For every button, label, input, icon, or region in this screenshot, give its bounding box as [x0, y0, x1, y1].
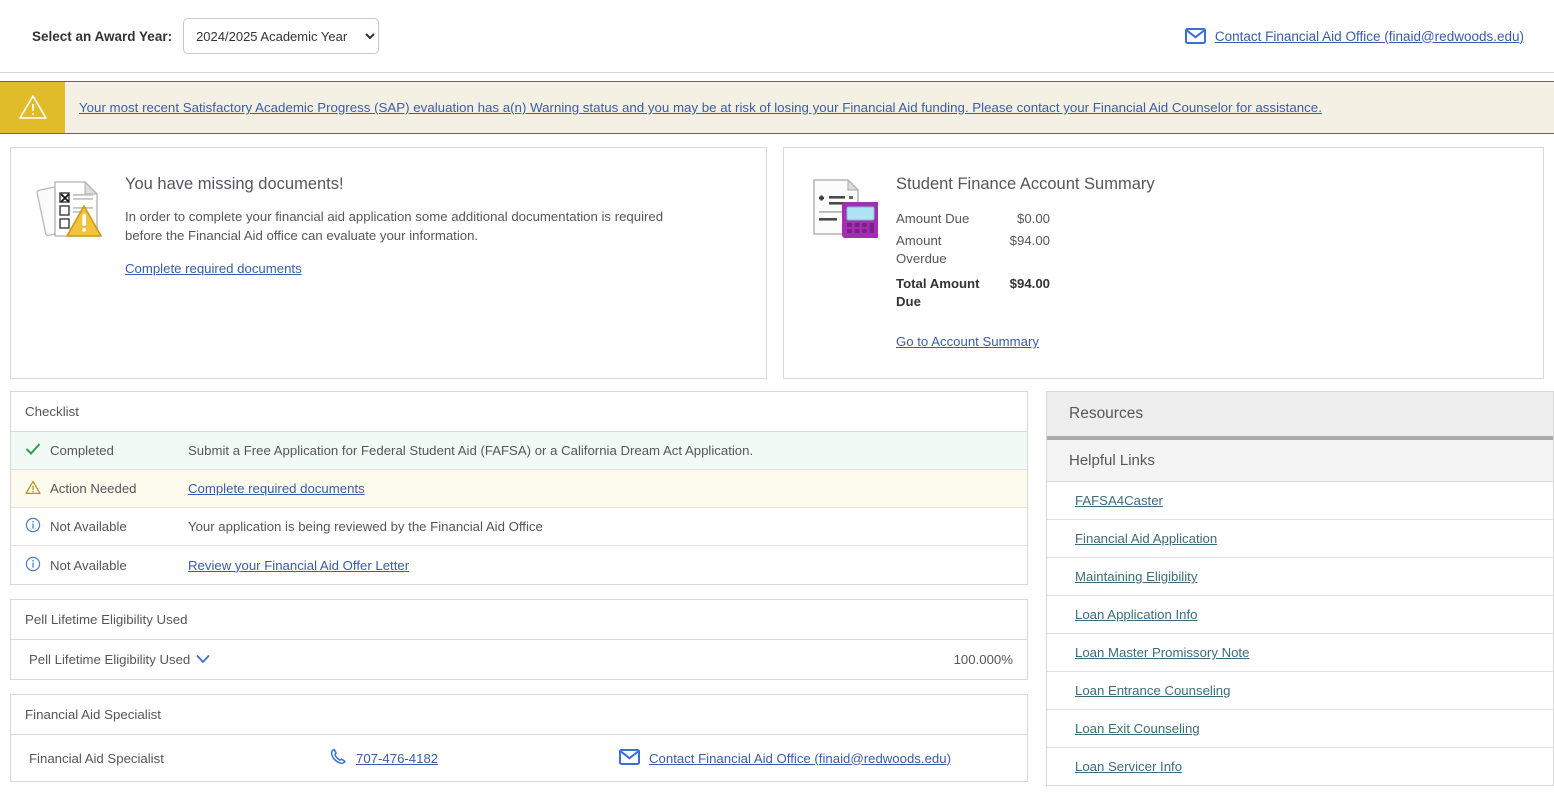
- checklist-row-not-available-2: Not Available Review your Financial Aid …: [11, 546, 1027, 584]
- warning-triangle-icon: [18, 93, 48, 123]
- info-circle-icon: [25, 517, 41, 536]
- table-row: Go to Account Summary: [896, 313, 1050, 353]
- check-icon: [25, 442, 41, 459]
- list-item[interactable]: Loan Master Promissory Note: [1047, 634, 1553, 672]
- checklist-status-0: Completed: [25, 442, 188, 459]
- info-circle-icon: [25, 556, 41, 575]
- lower-region: Checklist Completed Submit a Free Applic…: [0, 379, 1554, 796]
- contact-financial-aid-office-link[interactable]: Contact Financial Aid Office (finaid@red…: [1214, 28, 1524, 44]
- resources-panel: Resources Helpful Links FAFSA4Caster Fin…: [1046, 391, 1554, 786]
- checklist-status-label-2: Not Available: [50, 519, 127, 534]
- specialist-phone[interactable]: 707-476-4182: [329, 747, 619, 769]
- resource-link-loan-servicer-info[interactable]: Loan Servicer Info: [1075, 759, 1183, 774]
- total-amount-due-label: Total Amount Due: [896, 275, 980, 309]
- award-year-label: Select an Award Year:: [32, 28, 173, 44]
- checklist-warning-icon: [35, 172, 107, 378]
- checklist-header: Checklist: [11, 392, 1027, 432]
- banner-message-wrapper: Your most recent Satisfactory Academic P…: [65, 82, 1322, 133]
- checklist-status-3: Not Available: [25, 556, 188, 575]
- pell-row[interactable]: Pell Lifetime Eligibility Used 100.000%: [11, 640, 1027, 679]
- specialist-email-link[interactable]: Contact Financial Aid Office (finaid@red…: [649, 750, 951, 766]
- sap-warning-banner: Your most recent Satisfactory Academic P…: [0, 81, 1554, 134]
- checklist-status-2: Not Available: [25, 517, 188, 536]
- list-item[interactable]: Maintaining Eligibility: [1047, 558, 1553, 596]
- resource-link-loan-exit-counseling[interactable]: Loan Exit Counseling: [1075, 721, 1200, 736]
- lower-left-column: Checklist Completed Submit a Free Applic…: [10, 391, 1028, 796]
- complete-required-documents-link[interactable]: Complete required documents: [125, 261, 302, 277]
- go-to-account-summary-cell: Go to Account Summary: [896, 313, 1050, 353]
- table-row: Amount Overdue $94.00: [896, 230, 1050, 270]
- summary-cards-row: You have missing documents! In order to …: [0, 134, 1554, 379]
- finance-summary-title: Student Finance Account Summary: [896, 175, 1155, 193]
- checklist-status-label-0: Completed: [50, 443, 114, 458]
- list-item[interactable]: Loan Exit Counseling: [1047, 710, 1553, 748]
- finance-summary-body: Student Finance Account Summary Amount D…: [896, 172, 1155, 378]
- checklist-status-1: Action Needed: [25, 480, 188, 498]
- missing-documents-text: In order to complete your financial aid …: [125, 209, 664, 243]
- envelope-icon: [619, 748, 640, 768]
- banner-warning-iconbox: [0, 82, 65, 133]
- amount-overdue-value: $94.00: [1009, 233, 1050, 249]
- checklist-description-3: Review your Financial Aid Offer Letter: [188, 558, 409, 573]
- list-item[interactable]: Loan Servicer Info: [1047, 748, 1553, 785]
- checklist-status-label-3: Not Available: [50, 557, 127, 573]
- helpful-links-subheader: Helpful Links: [1047, 440, 1553, 482]
- list-item[interactable]: Loan Entrance Counseling: [1047, 672, 1553, 710]
- resources-header: Resources: [1047, 392, 1553, 440]
- list-item[interactable]: FAFSA4Caster: [1047, 482, 1553, 520]
- award-year-select[interactable]: 2024/2025 Academic Year: [183, 18, 380, 54]
- list-item[interactable]: Financial Aid Application: [1047, 520, 1553, 558]
- warning-triangle-icon: [25, 480, 41, 498]
- phone-icon: [329, 747, 348, 769]
- resource-link-maintaining-eligibility[interactable]: Maintaining Eligibility: [1075, 569, 1198, 584]
- amount-due-value: $0.00: [1016, 211, 1050, 226]
- table-row: Amount Due $0.00: [896, 208, 1050, 230]
- pell-lifetime-eligibility-panel: Pell Lifetime Eligibility Used Pell Life…: [10, 599, 1028, 680]
- table-row: Total Amount Due $94.00: [896, 271, 1050, 313]
- review-financial-aid-offer-letter-link[interactable]: Review your Financial Aid Offer Letter: [188, 557, 410, 573]
- resource-link-loan-entrance-counseling[interactable]: Loan Entrance Counseling: [1075, 683, 1231, 698]
- resource-link-loan-application-info[interactable]: Loan Application Info: [1075, 607, 1198, 622]
- pell-header: Pell Lifetime Eligibility Used: [11, 600, 1027, 640]
- missing-documents-title: You have missing documents!: [125, 175, 344, 193]
- specialist-phone-link[interactable]: 707-476-4182: [356, 750, 439, 766]
- award-year-toolbar: Select an Award Year: 2024/2025 Academic…: [0, 0, 1554, 73]
- contact-financial-aid-office-top[interactable]: Contact Financial Aid Office (finaid@red…: [1184, 28, 1524, 44]
- complete-required-documents-checklist-link[interactable]: Complete required documents: [188, 481, 365, 496]
- invoice-calculator-icon: [806, 172, 880, 378]
- checklist-row-completed: Completed Submit a Free Application for …: [11, 432, 1027, 470]
- checklist-row-not-available-1: Not Available Your application is being …: [11, 508, 1027, 546]
- finance-summary-table: Amount Due $0.00 Amount Overdue $94.00 T…: [896, 208, 1050, 353]
- specialist-row-label: Financial Aid Specialist: [29, 750, 164, 766]
- pell-row-label-wrapper[interactable]: Pell Lifetime Eligibility Used: [29, 652, 210, 667]
- checklist-panel: Checklist Completed Submit a Free Applic…: [10, 391, 1028, 585]
- checklist-status-label-1: Action Needed: [50, 481, 137, 496]
- amount-overdue-label: Amount Overdue: [896, 233, 947, 267]
- financial-aid-specialist-panel: Financial Aid Specialist Financial Aid S…: [10, 694, 1028, 782]
- missing-documents-card: You have missing documents! In order to …: [10, 147, 767, 379]
- total-amount-due-value: $94.00: [1009, 275, 1050, 291]
- missing-documents-body: You have missing documents! In order to …: [125, 172, 685, 378]
- checklist-description-2: Your application is being reviewed by th…: [188, 519, 543, 534]
- resource-link-fafsa4caster[interactable]: FAFSA4Caster: [1075, 493, 1163, 508]
- sap-warning-link[interactable]: Your most recent Satisfactory Academic P…: [79, 100, 1322, 115]
- checklist-description-1: Complete required documents: [188, 481, 365, 496]
- envelope-icon: [1184, 28, 1206, 44]
- specialist-row: Financial Aid Specialist 707-476-4182: [11, 735, 1027, 781]
- specialist-email[interactable]: Contact Financial Aid Office (finaid@red…: [619, 748, 951, 768]
- checklist-row-action-needed: Action Needed Complete required document…: [11, 470, 1027, 508]
- chevron-down-icon[interactable]: [196, 652, 210, 667]
- checklist-description-0: Submit a Free Application for Federal St…: [188, 443, 754, 458]
- pell-row-value: 100.000%: [953, 652, 1013, 667]
- list-item[interactable]: Loan Application Info: [1047, 596, 1553, 634]
- resources-column: Resources Helpful Links FAFSA4Caster Fin…: [1046, 391, 1554, 786]
- student-finance-account-summary-card: Student Finance Account Summary Amount D…: [783, 147, 1544, 379]
- pell-row-label: Pell Lifetime Eligibility Used: [29, 652, 191, 667]
- resource-link-financial-aid-application[interactable]: Financial Aid Application: [1075, 531, 1218, 546]
- go-to-account-summary-link[interactable]: Go to Account Summary: [896, 334, 1039, 350]
- amount-due-label: Amount Due: [896, 211, 970, 226]
- resource-link-loan-master-promissory-note[interactable]: Loan Master Promissory Note: [1075, 645, 1250, 660]
- specialist-header: Financial Aid Specialist: [11, 695, 1027, 735]
